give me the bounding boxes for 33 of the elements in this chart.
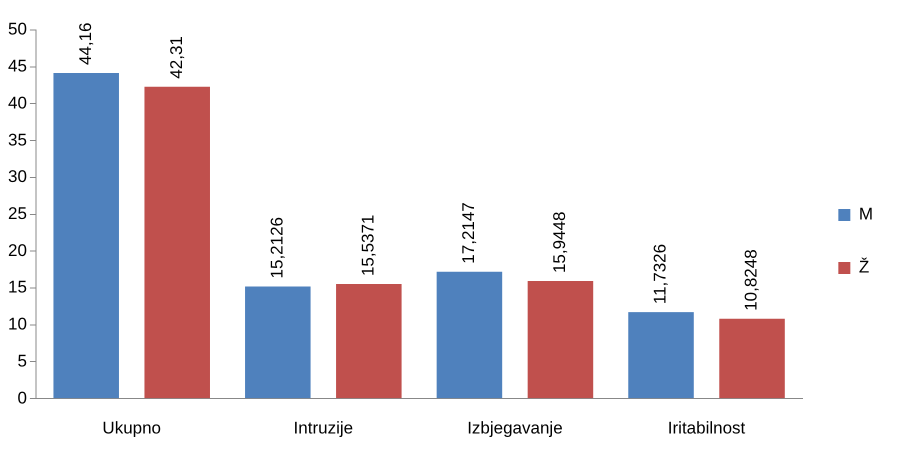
y-tick-label: 30 [8,167,27,186]
y-tick-label: 10 [8,314,27,334]
bar [336,284,402,398]
x-tick-label: Iritabilnost [668,418,746,438]
bar [628,312,694,398]
y-tick-label: 15 [8,278,27,297]
y-tick-label: 5 [17,351,27,370]
legend-label: Ž [858,258,870,277]
data-label: 42,31 [166,36,186,79]
bar [436,272,502,398]
y-tick-label: 50 [8,20,27,39]
bar [144,86,210,398]
data-label: 44,16 [76,22,95,66]
x-tick-label: Izbjegavanje [467,418,563,438]
bar [245,286,311,398]
y-tick-label: 0 [17,388,27,408]
bar [53,73,119,398]
legend-label: M [858,204,874,224]
data-label: 15,2126 [268,217,286,278]
y-tick-label: 45 [8,56,27,76]
x-tick-label: Intruzije [294,418,354,438]
data-label: 10,8248 [742,249,761,311]
x-tick-label: Ukupno [102,418,162,438]
data-label: 15,5371 [358,214,378,276]
bar [719,318,785,398]
bar [528,281,594,398]
y-tick-label: 35 [8,130,27,150]
data-label: 11,7326 [650,244,670,304]
y-tick-label: 40 [8,93,27,112]
y-tick-label: 20 [8,240,27,260]
y-tick-label: 25 [8,204,27,223]
data-label: 17,2147 [459,202,478,264]
data-label: 15,9448 [550,212,570,274]
